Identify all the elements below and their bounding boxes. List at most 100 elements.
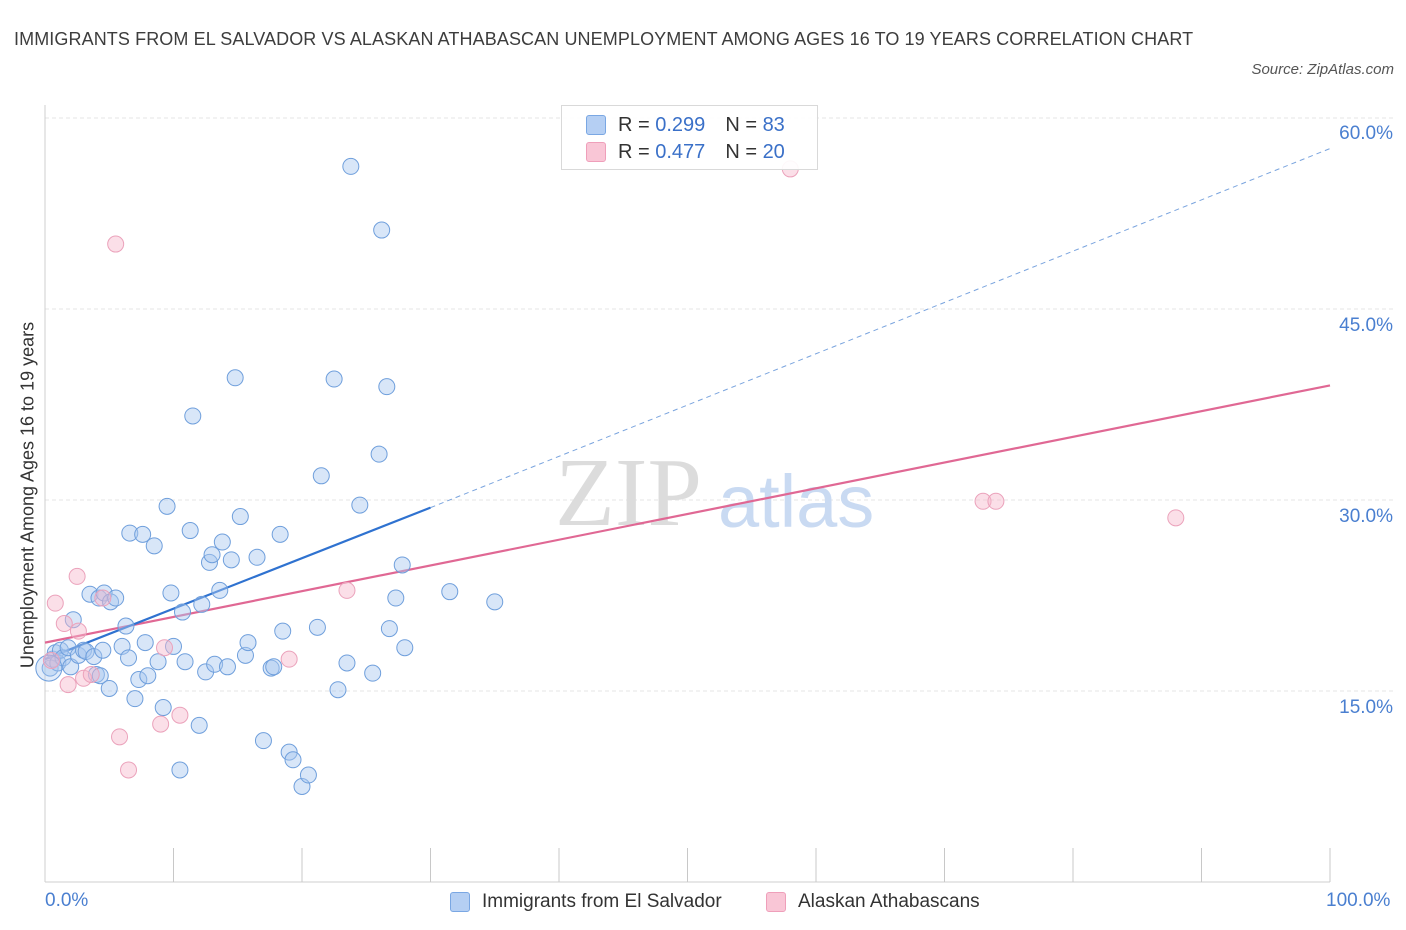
data-point-blue (254, 732, 272, 750)
data-point-blue (165, 637, 182, 655)
data-point-blue (136, 634, 154, 652)
data-point-blue (274, 622, 292, 640)
trend-line-blue-extension (430, 148, 1331, 509)
series-blue-points (35, 157, 504, 795)
y-tick-label: 30.0% (1339, 506, 1393, 527)
data-point-blue (338, 654, 356, 672)
data-point-pink (42, 651, 60, 669)
data-point-blue (299, 766, 317, 784)
data-point-blue (145, 537, 163, 555)
legend-label: Immigrants from El Salvador (482, 891, 722, 912)
data-point-blue (380, 620, 398, 638)
data-point-blue (100, 679, 118, 697)
y-tick-label: 15.0% (1339, 697, 1393, 718)
data-point-blue (107, 589, 125, 607)
data-point-blue (393, 556, 411, 574)
data-point-blue (378, 378, 396, 396)
data-point-blue (126, 690, 144, 708)
data-point-blue (231, 508, 249, 526)
data-point-blue (85, 648, 103, 666)
x-tick-label: 0.0% (45, 890, 89, 911)
n-value: 83 (762, 113, 785, 136)
data-point-blue (181, 522, 199, 540)
chart-title: IMMIGRANTS FROM EL SALVADOR VS ALASKAN A… (14, 29, 1194, 49)
data-point-blue (81, 585, 99, 603)
data-point-blue (265, 658, 283, 676)
data-point-blue (248, 548, 266, 566)
n-label: N = (725, 113, 757, 136)
data-point-blue (149, 653, 167, 671)
data-point-blue (190, 716, 208, 734)
x-tick-label: 100.0% (1326, 890, 1391, 911)
data-point-blue (213, 533, 231, 551)
data-point-pink (68, 567, 86, 585)
data-point-blue (94, 641, 112, 659)
n-value: 20 (762, 140, 785, 163)
data-point-blue (312, 467, 330, 485)
data-point-blue (226, 369, 244, 387)
data-point-blue (173, 603, 191, 621)
data-point-pink (59, 676, 77, 694)
legend-swatch-pink (766, 892, 786, 912)
y-axis-label: Unemployment Among Ages 16 to 19 years (17, 321, 38, 669)
data-point-blue (284, 751, 302, 769)
data-point-pink (55, 615, 73, 633)
data-point-pink (152, 715, 170, 733)
data-point-blue (387, 589, 405, 607)
data-point-blue (329, 681, 347, 699)
data-point-blue (139, 667, 157, 685)
data-point-blue (364, 664, 382, 682)
data-point-pink (338, 581, 356, 599)
data-point-blue (134, 525, 152, 543)
data-point-blue (203, 546, 221, 564)
data-point-blue (351, 496, 369, 514)
data-point-pink (974, 492, 992, 510)
data-point-blue (222, 551, 240, 569)
data-point-blue (121, 524, 139, 542)
data-point-pink (107, 235, 125, 253)
source-label: Source: ZipAtlas.com (1251, 61, 1394, 78)
data-point-blue (239, 634, 257, 652)
data-point-pink (1167, 509, 1185, 527)
data-point-blue (325, 370, 343, 388)
r-label: R = (618, 140, 650, 163)
legend-item-athabascans[interactable]: Alaskan Athabascans (766, 890, 980, 914)
blue-swatch (586, 115, 606, 135)
n-label: N = (725, 140, 757, 163)
data-point-pink (120, 761, 138, 779)
data-point-blue (441, 583, 459, 601)
data-point-pink (75, 669, 93, 687)
data-point-blue (486, 593, 504, 611)
data-point-blue (342, 157, 360, 175)
axes (44, 105, 1331, 883)
data-point-pink (111, 728, 129, 746)
data-point-pink (46, 594, 64, 612)
data-point-blue (184, 407, 202, 425)
watermark-zip: ZIP (555, 439, 702, 547)
trend-line-pink (44, 384, 1331, 644)
data-point-blue (308, 618, 326, 636)
data-point-blue (117, 617, 135, 635)
data-point-blue (211, 581, 229, 599)
watermark-atlas: atlas (718, 460, 874, 543)
stats-row-blue: R = 0.299 N = 83 (586, 112, 785, 138)
r-value: 0.477 (655, 140, 706, 163)
data-point-blue (176, 653, 194, 671)
trend-line-blue (44, 506, 431, 661)
series-pink-points (42, 160, 1185, 779)
stats-box: R = 0.299 N = 83 R = 0.477 N = 20 (561, 105, 818, 170)
watermark: ZIP atlas (555, 439, 874, 547)
data-point-blue (130, 671, 148, 689)
y-tick-label: 60.0% (1339, 123, 1393, 144)
data-point-blue (373, 221, 391, 239)
data-point-pink (156, 639, 174, 657)
data-point-blue (158, 497, 176, 515)
legend-item-el-salvador[interactable]: Immigrants from El Salvador (450, 890, 722, 914)
data-point-pink (94, 589, 112, 607)
data-point-blue (120, 649, 138, 667)
data-point-blue (193, 595, 211, 613)
y-tick-label: 45.0% (1339, 315, 1393, 336)
data-point-blue (91, 667, 109, 685)
stats-row-pink: R = 0.477 N = 20 (586, 139, 785, 165)
